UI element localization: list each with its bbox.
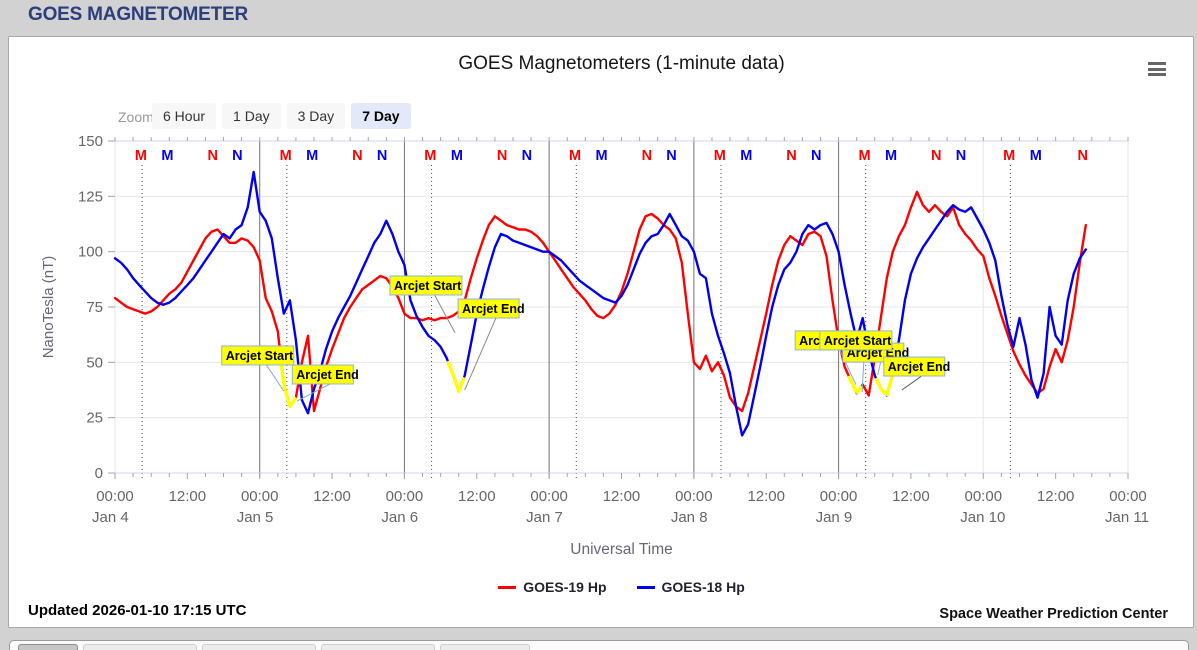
bottom-tab-bar (18, 644, 530, 650)
hamburger-icon (1148, 62, 1166, 65)
zoom-range-button-7-day[interactable]: 7 Day (351, 103, 411, 129)
bottom-tab-5[interactable] (440, 644, 530, 650)
bottom-panel-cutoff (9, 640, 1189, 650)
legend-item-goes-18-hp[interactable]: GOES-18 Hp (636, 579, 745, 595)
zoom-range-button-3-day[interactable]: 3 Day (286, 103, 346, 129)
bottom-tab-4[interactable] (321, 644, 435, 650)
legend-label: GOES-19 Hp (523, 579, 607, 595)
chart-title: GOES Magnetometers (1-minute data) (458, 53, 785, 74)
zoom-range-button-1-day[interactable]: 1 Day (222, 103, 281, 129)
bottom-tab-3[interactable] (202, 644, 316, 650)
legend-line-marker (498, 585, 517, 589)
legend-line-marker (636, 585, 655, 589)
hamburger-icon (1148, 73, 1166, 76)
chart-context-menu-button[interactable] (1144, 57, 1172, 81)
chart-legend: GOES-19 Hp GOES-18 Hp (115, 579, 1128, 595)
updated-timestamp: Updated 2026-01-10 17:15 UTC (28, 602, 247, 619)
x-axis-title: Universal Time (570, 541, 673, 558)
legend-item-goes-19-hp[interactable]: GOES-19 Hp (498, 579, 607, 595)
zoom-range-button-6-hour[interactable]: 6 Hour (152, 103, 217, 129)
zoom-label: Zoom (118, 109, 154, 125)
swpc-credit: Space Weather Prediction Center (939, 606, 1168, 622)
y-axis-title: NanoTesla (nT) (40, 255, 57, 359)
bottom-tab-2[interactable] (83, 644, 197, 650)
bottom-tab-1[interactable] (18, 644, 78, 650)
legend-label: GOES-18 Hp (661, 579, 745, 595)
page-title: GOES MAGNETOMETER (28, 4, 249, 25)
hamburger-icon (1148, 67, 1166, 71)
zoom-range-selector: 6 Hour 1 Day 3 Day 7 Day (152, 103, 417, 129)
